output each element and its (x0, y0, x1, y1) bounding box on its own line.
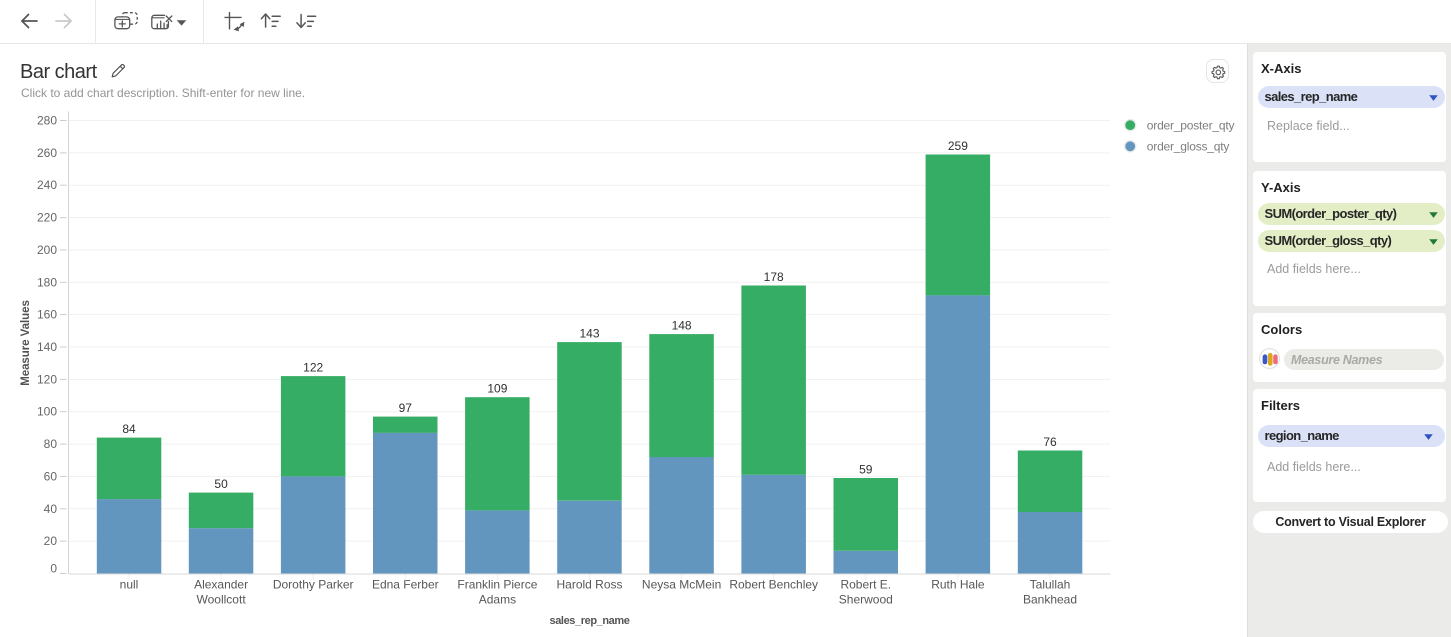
svg-text:178: 178 (764, 270, 784, 284)
svg-text:80: 80 (44, 437, 58, 451)
svg-text:Franklin Pierce: Franklin Pierce (457, 578, 537, 592)
svg-text:148: 148 (672, 319, 692, 333)
svg-text:Neysa McMein: Neysa McMein (642, 578, 721, 592)
svg-text:Alexander: Alexander (194, 578, 248, 592)
svg-text:Edna Ferber: Edna Ferber (372, 578, 439, 592)
svg-text:Adams: Adams (479, 593, 516, 607)
svg-text:Ruth Hale: Ruth Hale (931, 578, 985, 592)
svg-text:59: 59 (859, 462, 873, 476)
svg-text:180: 180 (37, 275, 57, 289)
svg-text:140: 140 (37, 340, 57, 354)
svg-text:120: 120 (37, 372, 57, 386)
svg-text:20: 20 (44, 534, 58, 548)
svg-text:160: 160 (37, 308, 57, 322)
svg-text:60: 60 (44, 469, 58, 483)
svg-text:143: 143 (579, 327, 599, 341)
svg-text:Robert Benchley: Robert Benchley (729, 578, 818, 592)
svg-text:Robert E.: Robert E. (840, 578, 891, 592)
svg-text:259: 259 (948, 139, 968, 153)
svg-text:0: 0 (50, 561, 57, 575)
svg-text:76: 76 (1043, 435, 1057, 449)
svg-text:null: null (120, 578, 139, 592)
svg-text:40: 40 (44, 502, 58, 516)
svg-text:109: 109 (487, 382, 507, 396)
svg-text:50: 50 (214, 477, 228, 491)
svg-text:order_gloss_qty: order_gloss_qty (1147, 140, 1230, 154)
svg-text:Talullah: Talullah (1030, 578, 1071, 592)
svg-text:220: 220 (37, 211, 57, 225)
svg-text:84: 84 (122, 422, 136, 436)
svg-text:Dorothy Parker: Dorothy Parker (273, 578, 354, 592)
svg-text:100: 100 (37, 405, 57, 419)
svg-text:Bankhead: Bankhead (1023, 593, 1077, 607)
svg-text:Measure Values: Measure Values (20, 300, 32, 386)
svg-text:order_poster_qty: order_poster_qty (1147, 119, 1235, 133)
svg-text:200: 200 (37, 243, 57, 257)
svg-text:Sherwood: Sherwood (839, 593, 893, 607)
svg-text:280: 280 (37, 114, 57, 128)
svg-text:97: 97 (399, 401, 413, 415)
svg-text:Woollcott: Woollcott (197, 593, 247, 607)
svg-text:sales_rep_name: sales_rep_name (549, 615, 629, 627)
svg-text:240: 240 (37, 178, 57, 192)
svg-text:Harold Ross: Harold Ross (556, 578, 622, 592)
svg-text:122: 122 (303, 361, 323, 375)
svg-text:260: 260 (37, 146, 57, 160)
